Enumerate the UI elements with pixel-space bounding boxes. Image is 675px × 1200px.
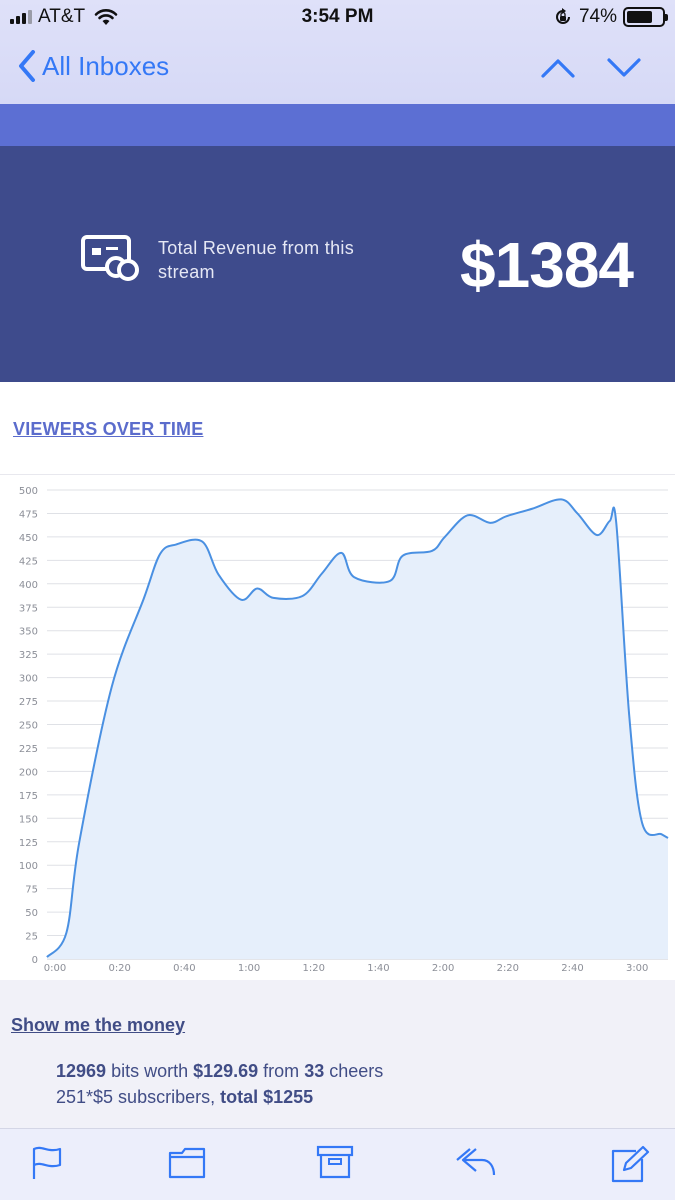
y-tick-label: 0 xyxy=(32,955,38,966)
x-tick-label: 2:00 xyxy=(432,963,454,974)
money-icon xyxy=(81,235,139,281)
x-tick-label: 0:00 xyxy=(44,963,66,974)
viewers-area xyxy=(47,499,668,959)
previous-message-button[interactable] xyxy=(540,52,576,87)
y-tick-label: 75 xyxy=(25,885,38,896)
carrier-label: AT&T xyxy=(38,6,86,27)
show-me-the-money-link[interactable]: Show me the money xyxy=(11,1015,186,1035)
status-time: 3:54 PM xyxy=(301,6,374,27)
x-tick-label: 3:00 xyxy=(626,963,648,974)
viewers-chart: 0 25 50 75 100 125 150 175 200 225 250 275 300 325 350… xyxy=(0,474,675,980)
viewers-over-time-link[interactable]: VIEWERS OVER TIME xyxy=(13,419,204,439)
money-section xyxy=(0,980,675,1128)
subscribers-summary: 251*$5 subscribers, total $1255 xyxy=(56,1087,313,1108)
y-tick-label: 200 xyxy=(19,767,38,778)
rotation-lock-icon xyxy=(556,8,570,24)
y-tick-label: 150 xyxy=(19,814,38,825)
reply-button[interactable] xyxy=(454,1145,498,1184)
revenue-amount: $1384 xyxy=(460,229,634,301)
subscribers-text: 251*$5 subscribers, xyxy=(56,1087,221,1107)
flag-button[interactable] xyxy=(30,1145,64,1186)
chevron-left-icon xyxy=(19,50,35,82)
y-tick-label: 125 xyxy=(19,838,38,849)
x-tick-label: 1:40 xyxy=(367,963,389,974)
y-tick-label: 325 xyxy=(19,650,38,661)
top-bar: AT&T 3:54 PM 74% All xyxy=(0,0,675,104)
y-tick-label: 450 xyxy=(19,533,38,544)
y-tick-label: 50 xyxy=(25,908,38,919)
x-tick-label: 0:20 xyxy=(108,963,130,974)
y-tick-label: 475 xyxy=(19,509,38,520)
y-tick-label: 175 xyxy=(19,791,38,802)
bits-count: 12969 xyxy=(56,1061,107,1081)
y-tick-label: 500 xyxy=(19,486,38,497)
cheers-count: 33 xyxy=(304,1061,325,1081)
y-tick-label: 100 xyxy=(19,861,38,872)
status-left: AT&T xyxy=(10,6,119,28)
compose-button[interactable] xyxy=(610,1145,650,1188)
battery-icon xyxy=(623,7,668,27)
move-to-folder-button[interactable] xyxy=(168,1145,206,1184)
back-button[interactable]: All Inboxes xyxy=(18,50,169,82)
status-right: 74% xyxy=(553,6,668,28)
folder-icon xyxy=(168,1147,206,1179)
battery-percent: 74% xyxy=(578,6,617,27)
reply-icon xyxy=(456,1148,496,1176)
subscribers-total: $1255 xyxy=(258,1087,314,1107)
x-tick-label: 1:00 xyxy=(238,963,260,974)
revenue-banner: Total Revenue from this stream $1384 xyxy=(0,146,675,382)
status-bar: AT&T 3:54 PM 74% xyxy=(0,0,675,36)
viewers-line xyxy=(46,498,669,958)
revenue-label: Total Revenue from this stream xyxy=(158,238,354,282)
y-tick-label: 375 xyxy=(19,603,38,614)
chevron-up-icon xyxy=(541,59,575,78)
y-tick-label: 275 xyxy=(19,697,38,708)
bits-text-1: bits worth xyxy=(106,1061,194,1081)
x-tick-label: 0:40 xyxy=(173,963,195,974)
bottom-toolbar xyxy=(0,1128,675,1200)
next-message-button[interactable] xyxy=(606,52,642,87)
x-tick-label: 2:20 xyxy=(497,963,519,974)
flag-icon xyxy=(32,1146,62,1179)
y-tick-label: 25 xyxy=(25,932,38,943)
nav-bar: All Inboxes xyxy=(0,40,675,100)
wifi-icon xyxy=(94,9,118,25)
chevron-down-icon xyxy=(607,58,641,77)
header-stripe xyxy=(0,104,675,146)
battery-fill xyxy=(627,11,653,23)
compose-icon xyxy=(611,1145,650,1183)
y-tick-label: 350 xyxy=(19,627,38,638)
total-label: total xyxy=(220,1087,259,1107)
y-tick-label: 250 xyxy=(19,721,38,732)
viewers-chart-svg: 0 25 50 75 100 125 150 175 200 225 250 275 300 325 350… xyxy=(19,486,669,974)
bits-worth: $129.69 xyxy=(193,1061,259,1081)
archive-icon xyxy=(316,1145,354,1179)
bits-summary: 12969 bits worth $129.69 from 33 cheers xyxy=(56,1061,383,1082)
x-tick-label: 1:20 xyxy=(303,963,325,974)
y-tick-label: 400 xyxy=(19,580,38,591)
back-label: All Inboxes xyxy=(42,50,170,81)
y-tick-label: 300 xyxy=(19,674,38,685)
y-tick-label: 225 xyxy=(19,744,38,755)
archive-button[interactable] xyxy=(316,1145,354,1184)
signal-icon xyxy=(10,10,32,24)
bits-text-2: from xyxy=(258,1061,305,1081)
y-tick-label: 425 xyxy=(19,556,38,567)
bits-text-3: cheers xyxy=(324,1061,384,1081)
x-tick-label: 2:40 xyxy=(561,963,583,974)
